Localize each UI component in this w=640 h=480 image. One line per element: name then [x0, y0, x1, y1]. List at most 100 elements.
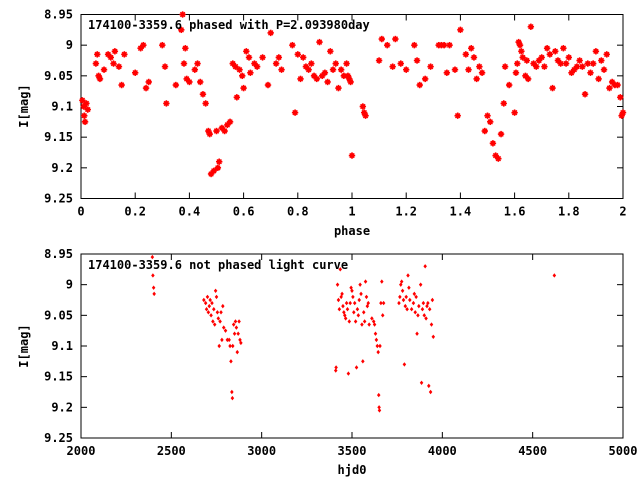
phased-data-point: [194, 60, 201, 67]
unphased-data-point: [418, 282, 423, 287]
unphased-x-tick-label: 4000: [428, 444, 457, 458]
unphased-data-point: [359, 291, 363, 297]
phased-data-point: [476, 63, 483, 70]
phased-data-point: [294, 51, 301, 58]
phased-data-point: [214, 164, 222, 172]
unphased-data-point: [343, 316, 348, 321]
phased-data-point: [592, 48, 600, 55]
phased-data-point: [516, 41, 524, 49]
phased-data-point: [94, 51, 101, 58]
phased-data-point: [478, 69, 486, 76]
unphased-data-point: [346, 371, 351, 376]
phased-data-point: [79, 97, 86, 104]
unphased-data-point: [379, 300, 383, 306]
unphased-data-point: [411, 300, 416, 306]
phased-x-tick-label: 1.8: [558, 205, 580, 219]
unphased-data-point: [367, 322, 371, 327]
phased-data-point: [92, 60, 100, 67]
phased-data-point: [236, 66, 243, 73]
unphased-light-curve-panel: 2000 2500 3000 3500 4000 4500 5000 8.95 9 9.05 9.1…: [17, 247, 637, 477]
phased-data-point: [186, 78, 193, 86]
unphased-data-point: [406, 273, 410, 278]
phased-data-point: [595, 75, 602, 83]
phased-data-point: [614, 81, 621, 89]
phased-data-point: [462, 51, 470, 58]
unphased-data-point: [428, 389, 433, 395]
phased-data-point: [465, 66, 472, 73]
unphased-data-point: [363, 279, 368, 284]
unphased-data-points: [150, 254, 557, 413]
phased-x-axis-label: phase: [334, 224, 370, 238]
phased-chart-title: 174100-3359.6 phased with P=2.093980day: [88, 18, 370, 32]
phased-data-point: [337, 66, 345, 73]
unphased-data-point: [230, 395, 235, 401]
unphased-data-point: [429, 322, 434, 327]
unphased-data-point: [215, 310, 220, 315]
phased-data-point: [470, 54, 478, 61]
phased-data-points: [79, 11, 627, 178]
phased-data-point: [213, 127, 220, 135]
phased-data-point: [313, 75, 320, 83]
phased-data-point: [291, 109, 299, 116]
unphased-x-tick-label: 2500: [157, 444, 186, 458]
unphased-data-point: [202, 297, 206, 303]
unphased-data-point: [207, 303, 212, 309]
unphased-data-point: [376, 349, 380, 355]
unphased-data-point: [419, 380, 424, 385]
phased-data-point: [617, 94, 624, 101]
phased-data-point: [243, 48, 250, 55]
phased-data-point: [132, 69, 139, 76]
phased-data-point: [96, 75, 104, 83]
phased-data-point: [523, 57, 530, 64]
phased-data-point: [172, 81, 180, 89]
unphased-y-tick-label: 9: [66, 278, 73, 292]
unphased-data-point: [212, 322, 217, 327]
phased-data-point: [335, 84, 342, 92]
unphased-data-point: [364, 294, 369, 300]
unphased-x-axis-label: hjd0: [338, 463, 367, 477]
phased-data-point: [81, 118, 89, 126]
unphased-data-point: [229, 359, 233, 364]
phased-y-tick-label: 9.2: [51, 161, 73, 175]
phased-data-point: [206, 130, 213, 138]
phased-data-point: [546, 51, 554, 58]
phased-data-point: [80, 103, 87, 110]
phased-y-tick-label: 9.05: [44, 69, 73, 83]
phased-x-tick-label: 2: [619, 205, 626, 219]
phased-data-point: [487, 118, 494, 126]
phased-data-point: [375, 57, 383, 64]
phased-data-point: [552, 48, 559, 55]
unphased-data-point: [220, 337, 224, 343]
phased-data-point: [308, 60, 315, 67]
phased-data-point: [316, 38, 323, 46]
unphased-y-tick-label: 8.95: [44, 247, 73, 261]
phased-axis-ticks: 0 0.2 0.4 0.6 0.8 1 1.2 1.4 1.6 1.8 2 8.95 9 9.05 9.1 9…: [44, 8, 627, 219]
unphased-data-point: [431, 334, 436, 339]
phased-data-point: [145, 78, 152, 86]
unphased-data-point: [357, 297, 361, 303]
unphased-data-point: [345, 307, 350, 312]
unphased-data-point: [400, 288, 405, 293]
unphased-data-point: [239, 340, 243, 346]
phased-data-point: [347, 78, 354, 86]
unphased-data-point: [213, 288, 218, 293]
phased-data-point: [389, 63, 396, 70]
phased-y-axis-label: I[mag]: [17, 84, 31, 127]
phased-data-point: [443, 69, 451, 76]
phased-data-point: [118, 81, 125, 89]
unphased-data-point: [380, 313, 385, 318]
unphased-data-point: [208, 297, 212, 303]
unphased-data-point: [377, 408, 382, 413]
phased-data-point: [343, 60, 350, 67]
unphased-data-point: [231, 322, 236, 327]
phased-x-tick-label: 1: [348, 205, 355, 219]
phased-data-point: [111, 48, 119, 55]
phased-data-point: [140, 41, 147, 49]
phased-data-point: [142, 84, 150, 92]
unphased-data-point: [234, 325, 239, 330]
unphased-data-point: [221, 303, 225, 309]
unphased-data-point: [420, 307, 425, 312]
phased-data-point: [397, 60, 404, 67]
phased-data-point: [501, 63, 509, 70]
unphased-data-point: [426, 300, 430, 306]
